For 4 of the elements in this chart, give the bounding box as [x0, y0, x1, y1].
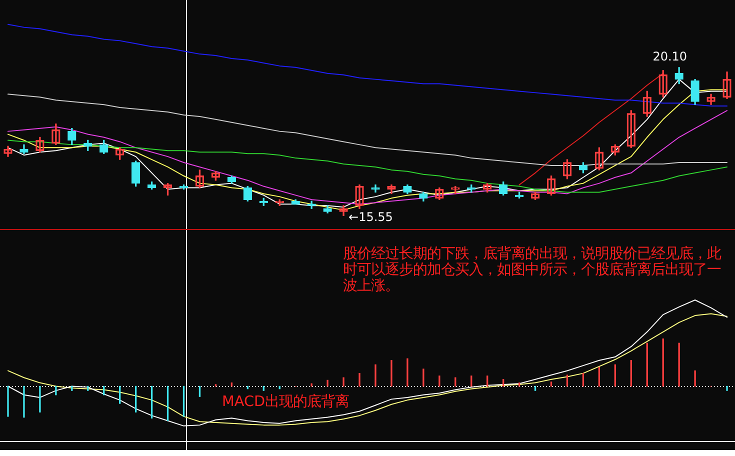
text: 股价经过长期的下跌，底背离的出现，说明股价已经见底，此时可以逐步的加仓买入，如图中所示，个股底背离后出现了一波上涨。	[343, 246, 722, 294]
text: 20.10	[652, 50, 688, 64]
annotation: MACD出现的底背离	[222, 394, 350, 410]
annotation: ←15.55	[348, 210, 393, 224]
